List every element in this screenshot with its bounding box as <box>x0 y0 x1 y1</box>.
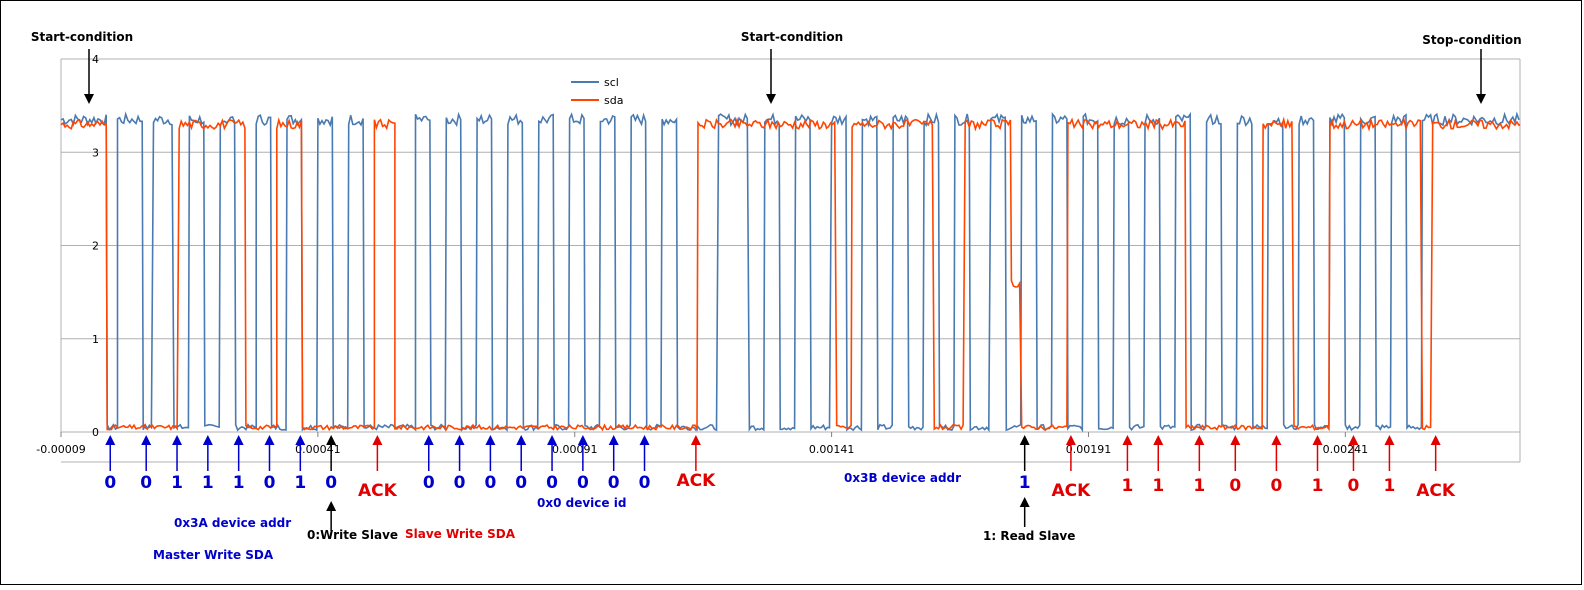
notes-layer: 0x3A device addr Master Write SDA 0:Writ… <box>153 471 1075 562</box>
note-device-addr-read: 0x3B device addr <box>844 471 961 485</box>
bit-label: 0 <box>577 473 589 493</box>
bit-arrow-4-head <box>233 435 244 445</box>
y-tick-label: 4 <box>92 53 99 66</box>
bit-arrow-16-head <box>639 435 650 445</box>
y-tick-label: 0 <box>92 426 99 439</box>
bit-arrow-26-head <box>1348 435 1359 445</box>
bit-label: 0 <box>546 473 558 493</box>
legend: scl sda <box>571 76 623 107</box>
bit-arrow-28-head <box>1430 435 1441 445</box>
bit-arrow-27-head <box>1384 435 1395 445</box>
bit-arrow-19-head <box>1065 435 1076 445</box>
bit-arrow-0-head <box>105 435 116 445</box>
bit-arrow-24-head <box>1271 435 1282 445</box>
bit-arrow-18-head <box>1019 435 1030 445</box>
bit-arrow-5-head <box>264 435 275 445</box>
x-tick-label: 0.00191 <box>1066 443 1112 456</box>
legend-label-scl: scl <box>604 76 619 89</box>
bit-arrow-6-head <box>295 435 306 445</box>
bit-label: 0 <box>515 473 527 493</box>
bit-arrow-12-head <box>516 435 527 445</box>
grid-lines <box>61 58 1520 433</box>
bit-arrow-25-head <box>1312 435 1323 445</box>
note-write-slave: 0:Write Slave <box>307 528 398 542</box>
start-stop-label: Start-condition <box>31 30 133 44</box>
bit-arrow-23-head <box>1230 435 1241 445</box>
y-tick-label: 3 <box>92 146 99 159</box>
bit-label: 0 <box>484 473 496 493</box>
condition-arrow-head <box>84 94 94 104</box>
bit-label: 0 <box>104 473 116 493</box>
bit-label: 1 <box>1152 476 1164 496</box>
condition-arrow-head <box>1476 94 1486 104</box>
series-layer <box>60 111 1521 433</box>
series-line-sda <box>60 116 1521 432</box>
condition-arrow-head <box>766 94 776 104</box>
bit-arrow-14-head <box>577 435 588 445</box>
bit-arrow-9-head <box>423 435 434 445</box>
x-tick-label: 0.00141 <box>809 443 855 456</box>
bit-label: 1 <box>1384 476 1396 496</box>
bit-arrow-7-head <box>326 435 337 445</box>
series-line-scl <box>60 111 1520 433</box>
bit-label: 0 <box>423 473 435 493</box>
bit-label: 0 <box>608 473 620 493</box>
start-stop-label: Stop-condition <box>1422 33 1521 47</box>
note-device-addr-write: 0x3A device addr <box>174 516 291 530</box>
bit-label: 1 <box>1312 476 1324 496</box>
bit-arrow-13-head <box>547 435 558 445</box>
bit-label: 0 <box>140 473 152 493</box>
ack-label: ACK <box>676 471 716 491</box>
note-slave-write: Slave Write SDA <box>405 527 516 541</box>
bit-label: 1 <box>1193 476 1205 496</box>
ack-label: ACK <box>1052 481 1092 501</box>
bit-label: 0 <box>1229 476 1241 496</box>
bit-label: 0 <box>1348 476 1360 496</box>
bit-label: 1 <box>233 473 245 493</box>
bit-label: 1 <box>202 473 214 493</box>
y-tick-label: 1 <box>92 333 99 346</box>
bit-label: 1 <box>1019 473 1031 493</box>
note-device-id: 0x0 device id <box>537 496 626 510</box>
ack-label: ACK <box>1416 481 1456 501</box>
bit-label: 0 <box>325 473 337 493</box>
bit-label: 0 <box>1270 476 1282 496</box>
mode-arrow-18-head <box>1019 497 1030 507</box>
bit-arrow-11-head <box>485 435 496 445</box>
bit-label: 1 <box>171 473 183 493</box>
bit-label: 1 <box>1122 476 1134 496</box>
bit-arrow-17-head <box>690 435 701 445</box>
bit-label: 0 <box>639 473 651 493</box>
ack-label: ACK <box>358 481 398 501</box>
bit-arrow-2-head <box>172 435 183 445</box>
x-tick-label: -0.00009 <box>36 443 85 456</box>
bit-arrow-8-head <box>372 435 383 445</box>
bit-arrow-15-head <box>608 435 619 445</box>
bit-label: 0 <box>454 473 466 493</box>
axes: 0 1 2 3 4 -0.00009 0.00041 0.00091 0.00141 0.0019… <box>36 53 1521 463</box>
bit-label: 0 <box>264 473 276 493</box>
annotation-layer: Start-condition Start-condition Stop-condi… <box>31 30 1522 531</box>
legend-label-sda: sda <box>604 94 623 107</box>
mode-arrow-7-head <box>326 501 337 511</box>
bit-arrow-1-head <box>141 435 152 445</box>
note-read-slave: 1: Read Slave <box>983 529 1075 543</box>
x-tick-label: 0.00241 <box>1323 443 1369 456</box>
bit-arrow-21-head <box>1153 435 1164 445</box>
x-tick-label: 0.00041 <box>295 443 341 456</box>
bit-label: 1 <box>294 473 306 493</box>
bit-arrow-20-head <box>1122 435 1133 445</box>
bit-arrow-22-head <box>1194 435 1205 445</box>
bit-arrow-3-head <box>202 435 213 445</box>
start-stop-label: Start-condition <box>741 30 843 44</box>
bit-arrow-10-head <box>454 435 465 445</box>
y-tick-label: 2 <box>92 240 99 253</box>
x-tick-label: 0.00091 <box>552 443 598 456</box>
note-master-write: Master Write SDA <box>153 548 274 562</box>
